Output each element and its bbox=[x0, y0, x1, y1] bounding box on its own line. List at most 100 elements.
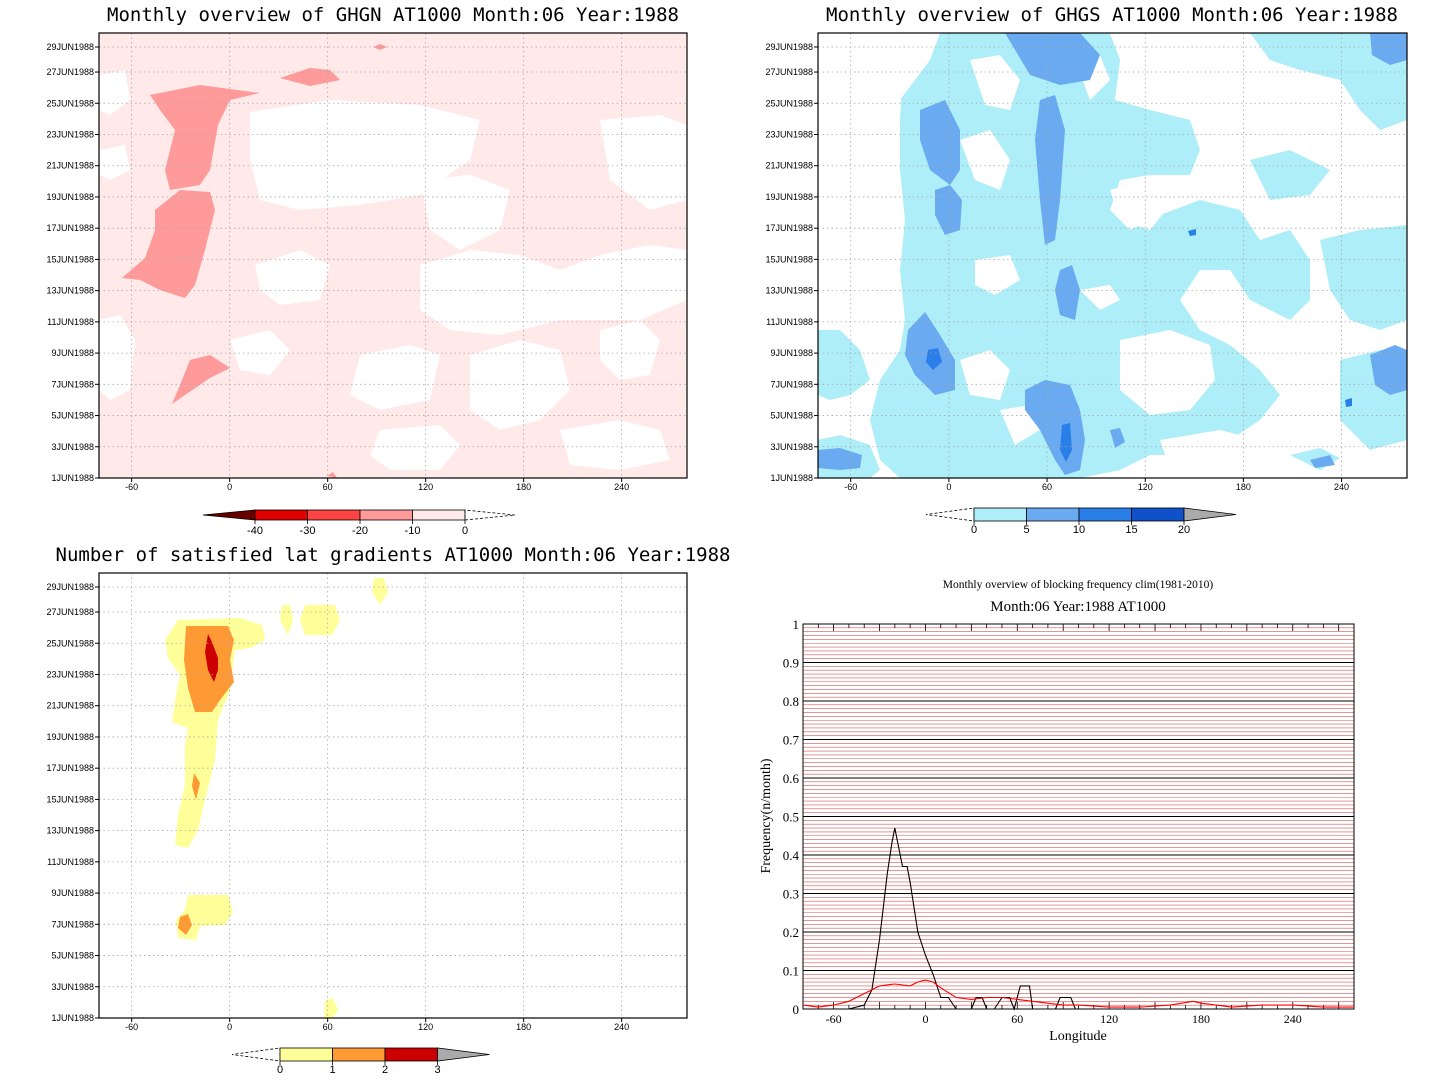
ghgn-x-ticks: -60 0 60 120 180 240 bbox=[125, 478, 629, 492]
ghgs-x-tick-label: 240 bbox=[1334, 482, 1349, 492]
ghgs-y-tick-label: 9JUN1988 bbox=[770, 348, 813, 358]
ghgn-contours bbox=[99, 44, 687, 478]
lat-gradients-y-tick-label: 3JUN1988 bbox=[51, 982, 94, 992]
lat-gradients-y-tick-label: 7JUN1988 bbox=[51, 919, 94, 929]
ghgn-colorbar-label: -40 bbox=[247, 525, 263, 537]
blocking-x-ticks: -60 0 60 120 180 240 bbox=[826, 1012, 1302, 1026]
ghgs-colorbar-right-triangle bbox=[1183, 507, 1237, 522]
ghgs-x-tick-label: 0 bbox=[946, 482, 951, 492]
lat-gradients-panel: Number of satisfied lat gradients AT1000… bbox=[46, 544, 730, 1076]
lat-gradients-y-tick-label: 13JUN1988 bbox=[46, 826, 94, 836]
lat-gradients-y-tick-label: 1JUN1988 bbox=[51, 1013, 94, 1023]
ghgn-y-tick-label: 17JUN1988 bbox=[46, 223, 94, 233]
blocking-y-tick-label: 0.2 bbox=[783, 925, 799, 940]
ghgn-colorbar-band bbox=[412, 509, 466, 521]
blocking-y-tick-label: 0.7 bbox=[783, 733, 800, 748]
ghgs-colorbar-band bbox=[1078, 507, 1132, 522]
ghgs-y-tick-label: 25JUN1988 bbox=[765, 98, 813, 108]
ghgn-panel: Monthly overview of GHGN AT1000 Month:06… bbox=[46, 4, 688, 537]
ghgn-x-tick-label: 60 bbox=[323, 482, 333, 492]
lat-gradients-y-tick-label: 27JUN1988 bbox=[46, 607, 94, 617]
ghgs-grid bbox=[818, 33, 1407, 478]
lat-gradients-y-tick-label: 9JUN1988 bbox=[51, 888, 94, 898]
lat-gradients-colorbar-label: 2 bbox=[382, 1064, 388, 1076]
lat-gradients-frame bbox=[98, 572, 688, 1019]
ghgn-colorbar-band bbox=[359, 509, 413, 521]
ghgn-x-tick-label: 0 bbox=[227, 482, 232, 492]
blocking-y-ticks: 0 0.1 0.2 0.3 0.4 0.5 0.6 0.7 0.8 0.9 1 bbox=[783, 617, 800, 1017]
lat-gradients-y-tick-label: 15JUN1988 bbox=[46, 794, 94, 804]
ghgs-y-tick-label: 19JUN1988 bbox=[765, 192, 813, 202]
ghgs-y-tick-label: 11JUN1988 bbox=[766, 317, 813, 327]
lat-gradients-colorbar-band bbox=[332, 1047, 386, 1062]
ghgs-y-tick-label: 27JUN1988 bbox=[765, 67, 813, 77]
ghgs-colorbar-label: 20 bbox=[1178, 524, 1190, 536]
ghgs-y-ticks: 1JUN1988 3JUN1988 5JUN1988 7JUN1988 9JUN1988… bbox=[765, 42, 818, 483]
lat-gradients-y-tick-label: 17JUN1988 bbox=[46, 763, 94, 773]
ghgs-y-tick-label: 7JUN1988 bbox=[770, 379, 813, 389]
ghgs-colorbar-label: 5 bbox=[1023, 524, 1029, 536]
ghgn-y-tick-label: 3JUN1988 bbox=[51, 442, 94, 452]
ghgn-y-tick-label: 1JUN1988 bbox=[51, 473, 94, 483]
ghgs-y-tick-label: 17JUN1988 bbox=[765, 223, 813, 233]
lat-gradients-x-tick-label: 60 bbox=[323, 1022, 333, 1032]
blocking-y-tick-label: 1 bbox=[793, 617, 800, 632]
ghgn-y-tick-label: 7JUN1988 bbox=[51, 379, 94, 389]
lat-gradients-colorbar-band bbox=[384, 1047, 438, 1062]
ghgn-grid bbox=[99, 33, 687, 478]
blocking-major-grid bbox=[802, 624, 1355, 1009]
blocking-y-tick-label: 0.9 bbox=[783, 656, 799, 671]
ghgs-frame bbox=[817, 32, 1408, 479]
ghgn-x-tick-label: 180 bbox=[516, 482, 531, 492]
lat-gradients-y-ticks: 1JUN1988 3JUN1988 5JUN1988 7JUN1988 9JUN1988… bbox=[46, 582, 99, 1023]
blocking-frequency-panel: Monthly overview of blocking frequency c… bbox=[759, 579, 1355, 1044]
ghgs-title: Monthly overview of GHGS AT1000 Month:06… bbox=[826, 4, 1398, 26]
lat-gradients-y-tick-label: 5JUN1988 bbox=[51, 951, 94, 961]
ghgn-colorbar-label: -20 bbox=[352, 525, 368, 537]
ghgn-y-tick-label: 23JUN1988 bbox=[46, 129, 94, 139]
blocking-y-tick-label: 0.6 bbox=[783, 771, 800, 786]
ghgn-colorbar-label: -10 bbox=[405, 525, 421, 537]
blocking-frequency-line bbox=[803, 827, 1354, 1011]
ghgn-frame bbox=[98, 32, 688, 479]
ghgn-x-tick-label: 120 bbox=[418, 482, 433, 492]
ghgs-colorbar: 0 5 10 15 20 bbox=[925, 507, 1237, 536]
lat-gradients-x-tick-label: 240 bbox=[614, 1022, 629, 1032]
ghgs-y-tick-label: 5JUN1988 bbox=[770, 411, 813, 421]
blocking-title: Monthly overview of blocking frequency c… bbox=[943, 579, 1214, 591]
ghgs-x-tick-label: -60 bbox=[844, 482, 857, 492]
ghgn-y-tick-label: 25JUN1988 bbox=[46, 98, 94, 108]
ghgs-x-tick-label: 120 bbox=[1138, 482, 1153, 492]
ghgs-y-tick-label: 13JUN1988 bbox=[765, 286, 813, 296]
lat-gradients-y-tick-label: 23JUN1988 bbox=[46, 669, 94, 679]
ghgn-colorbar-left-triangle bbox=[202, 509, 256, 521]
ghgn-x-tick-label: 240 bbox=[614, 482, 629, 492]
lat-gradients-x-tick-label: -60 bbox=[125, 1022, 138, 1032]
ghgn-y-tick-label: 21JUN1988 bbox=[46, 161, 94, 171]
blocking-y-tick-label: 0.8 bbox=[783, 694, 799, 709]
ghgn-colorbar-label: 0 bbox=[462, 525, 468, 537]
ghgs-y-tick-label: 15JUN1988 bbox=[765, 254, 813, 264]
blocking-subtitle: Month:06 Year:1988 AT1000 bbox=[990, 599, 1165, 615]
ghgs-x-tick-label: 180 bbox=[1236, 482, 1251, 492]
blocking-x-tick-label: 60 bbox=[1011, 1012, 1023, 1026]
climatology-line bbox=[802, 979, 1354, 1008]
lat-gradients-colorbar-left-triangle bbox=[231, 1047, 281, 1062]
lat-gradients-grid bbox=[99, 573, 687, 1018]
lat-gradients-x-ticks: -60 0 60 120 180 240 bbox=[125, 1018, 629, 1032]
ghgn-y-tick-label: 15JUN1988 bbox=[46, 254, 94, 264]
blocking-series bbox=[802, 827, 1354, 1011]
lat-gradients-colorbar: 0 1 2 3 bbox=[231, 1047, 490, 1076]
ghgn-colorbar: -40 -30 -20 -10 0 bbox=[202, 509, 516, 537]
lat-gradients-title: Number of satisfied lat gradients AT1000… bbox=[56, 544, 731, 566]
lat-gradients-colorbar-right-triangle bbox=[437, 1047, 490, 1062]
ghgn-y-tick-label: 11JUN1988 bbox=[47, 317, 94, 327]
ghgn-y-tick-label: 5JUN1988 bbox=[51, 411, 94, 421]
ghgs-colorbar-band bbox=[1131, 507, 1185, 522]
ghgn-y-tick-label: 29JUN1988 bbox=[46, 42, 94, 52]
ghgs-x-ticks: -60 0 60 120 180 240 bbox=[844, 478, 1349, 492]
blocking-y-tick-label: 0.1 bbox=[783, 964, 799, 979]
lat-gradients-x-tick-label: 120 bbox=[418, 1022, 433, 1032]
ghgn-x-tick-label: -60 bbox=[125, 482, 138, 492]
